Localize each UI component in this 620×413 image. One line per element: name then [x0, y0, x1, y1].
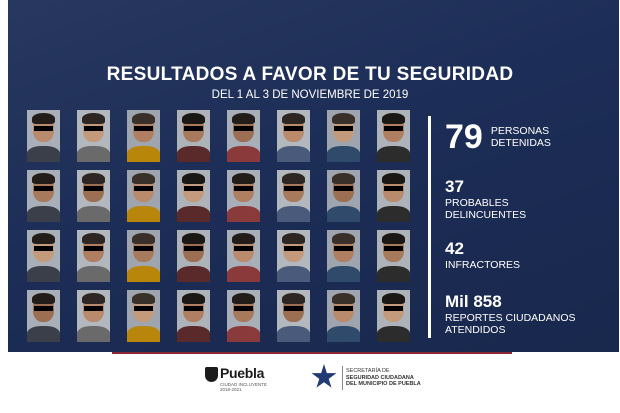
detainee-photo: [277, 290, 310, 342]
detainee-photo: [277, 170, 310, 222]
detainee-photo: [27, 110, 60, 162]
infographic-title: RESULTADOS A FAVOR DE TU SEGURIDAD: [106, 64, 514, 85]
stat-probable-offenders: 37 PROBABLES DELINCUENTES: [445, 178, 526, 221]
censor-bar: [134, 246, 153, 251]
detainee-photo: [177, 170, 210, 222]
censor-bar: [384, 126, 403, 131]
puebla-city-logo: Puebla CIUDAD INCLUYENTE 2018-2021: [205, 364, 275, 396]
censor-bar: [334, 306, 353, 311]
stat-number: 79: [445, 118, 483, 156]
censor-bar: [284, 246, 303, 251]
security-secretariat-logo: SECRETARÍA DE SEGURIDAD CIUDADANA DEL MU…: [311, 362, 431, 396]
stat-number: 37: [445, 177, 464, 196]
censor-bar: [234, 186, 253, 191]
censor-bar: [134, 306, 153, 311]
censor-bar: [284, 306, 303, 311]
detainee-photo: [77, 170, 110, 222]
detainee-photo: [327, 170, 360, 222]
stat-detained: 79 PERSONAS DETENIDAS: [445, 120, 551, 154]
detainee-photo: [377, 110, 410, 162]
police-star-icon: [311, 364, 337, 388]
detainee-photo: [77, 290, 110, 342]
detainee-photo: [227, 170, 260, 222]
detainee-photo: [127, 230, 160, 282]
censor-bar: [234, 306, 253, 311]
detainee-photo: [27, 230, 60, 282]
censor-bar: [384, 186, 403, 191]
stat-label: PROBABLES DELINCUENTES: [445, 197, 527, 221]
censor-bar: [34, 186, 53, 191]
censor-bar: [184, 126, 203, 131]
detainee-photo: [127, 170, 160, 222]
detainee-photo: [27, 290, 60, 342]
detainee-photo: [377, 230, 410, 282]
detainee-photo: [277, 230, 310, 282]
censor-bar: [184, 186, 203, 191]
stat-citizen-reports: Mil 858 REPORTES CIUDADANOS ATENDIDOS: [445, 293, 576, 336]
detainee-photo: [327, 290, 360, 342]
vertical-divider: [428, 116, 431, 338]
detainee-photo: [127, 290, 160, 342]
censor-bar: [334, 186, 353, 191]
censor-bar: [134, 126, 153, 131]
censor-bar: [234, 246, 253, 251]
censor-bar: [84, 126, 103, 131]
censor-bar: [384, 246, 403, 251]
censor-bar: [134, 186, 153, 191]
stat-label: REPORTES CIUDADANOS ATENDIDOS: [445, 312, 576, 336]
accent-line: [112, 352, 512, 354]
detainee-photo: [227, 110, 260, 162]
stat-number: Mil 858: [445, 292, 502, 311]
censor-bar: [34, 126, 53, 131]
censor-bar: [384, 306, 403, 311]
censor-bar: [34, 246, 53, 251]
detainee-photo: [77, 110, 110, 162]
censor-bar: [34, 306, 53, 311]
detainee-photo: [177, 230, 210, 282]
stat-offenders: 42 INFRACTORES: [445, 240, 520, 271]
detainee-photo: [77, 230, 110, 282]
censor-bar: [184, 306, 203, 311]
censor-bar: [84, 306, 103, 311]
censor-bar: [234, 126, 253, 131]
detainee-photo: [377, 170, 410, 222]
detainee-photo: [377, 290, 410, 342]
footer-logos: Puebla CIUDAD INCLUYENTE 2018-2021 SECRE…: [0, 354, 620, 413]
detainee-photo-grid: [27, 110, 410, 342]
detainee-photo: [127, 110, 160, 162]
censor-bar: [184, 246, 203, 251]
detainee-photo: [27, 170, 60, 222]
censor-bar: [284, 186, 303, 191]
stat-label: PERSONAS DETENIDAS: [490, 125, 551, 149]
shield-icon: [205, 367, 218, 382]
detainee-photo: [177, 290, 210, 342]
censor-bar: [334, 246, 353, 251]
detainee-photo: [227, 290, 260, 342]
censor-bar: [84, 186, 103, 191]
detainee-photo: [227, 230, 260, 282]
censor-bar: [284, 126, 303, 131]
detainee-photo: [277, 110, 310, 162]
censor-bar: [84, 246, 103, 251]
stat-number: 42: [445, 239, 464, 258]
censor-bar: [334, 126, 353, 131]
date-range-subtitle: DEL 1 AL 3 DE NOVIEMBRE DE 2019: [211, 89, 409, 101]
stat-label: INFRACTORES: [445, 259, 521, 271]
detainee-photo: [327, 230, 360, 282]
detainee-photo: [177, 110, 210, 162]
detainee-photo: [327, 110, 360, 162]
